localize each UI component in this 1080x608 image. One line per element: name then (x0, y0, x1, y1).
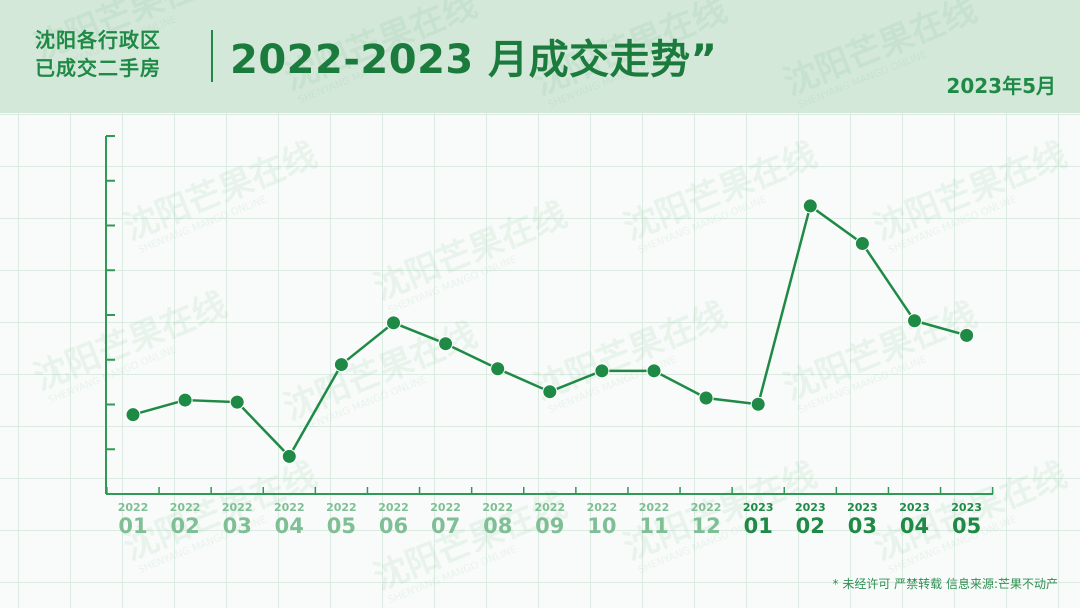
x-tick-label-year: 2023 (847, 501, 878, 514)
data-point (490, 361, 506, 377)
header-band (0, 0, 1080, 113)
x-tick-label-month: 04 (900, 514, 929, 538)
x-tick-label-year: 2022 (534, 501, 565, 514)
subtitle-block: 沈阳各行政区 已成交二手房 (35, 26, 205, 82)
x-tick-label-month: 05 (327, 514, 356, 538)
x-tick-label-month: 12 (691, 514, 720, 538)
x-tick-label-year: 2022 (482, 501, 513, 514)
data-point (594, 363, 610, 379)
data-point (907, 313, 922, 329)
x-tick-label-month: 08 (483, 514, 512, 538)
page-title: 2022-2023 月成交走势” (230, 37, 718, 83)
data-point (854, 236, 870, 251)
x-axis-labels: 2022012022022022032022042022052022062022… (118, 501, 982, 538)
watermark-text: 沈阳芒果在线 (778, 0, 982, 103)
x-tick-label-month: 01 (118, 514, 147, 538)
x-tick-label-year: 2022 (587, 501, 618, 514)
x-tick-label-month: 05 (952, 514, 981, 538)
x-tick-label-month: 10 (587, 514, 616, 538)
watermark-text: 沈阳芒果在线 (28, 285, 232, 399)
x-tick-label-month: 07 (431, 514, 460, 538)
data-point (542, 384, 558, 400)
x-tick-label-year: 2022 (378, 501, 409, 514)
data-point (229, 394, 245, 410)
x-tick-label-month: 03 (223, 514, 252, 538)
data-point (959, 327, 975, 343)
x-tick-label-year: 2022 (430, 501, 461, 514)
watermark-text: 沈阳芒果在线 (778, 295, 982, 409)
x-tick-label-year: 2023 (795, 501, 826, 514)
x-tick-label-month: 09 (535, 514, 564, 538)
x-tick-label-year: 2022 (326, 501, 357, 514)
x-tick-label-month: 03 (848, 514, 877, 538)
watermark-text: 沈阳芒果在线 (618, 135, 822, 249)
data-point (281, 448, 297, 464)
date-label: 2023年5月 (946, 74, 1056, 98)
x-tick-label-month: 06 (379, 514, 408, 538)
series-line (132, 204, 967, 458)
data-point (698, 390, 714, 406)
watermark-text: 沈阳芒果在线 (528, 295, 732, 409)
x-tick-label-year: 2022 (691, 501, 722, 514)
x-tick-label-month: 02 (170, 514, 199, 538)
data-point (802, 198, 818, 214)
x-tick-label-month: 04 (275, 514, 304, 538)
x-tick-label-year: 2022 (170, 501, 201, 514)
data-point (177, 392, 193, 408)
x-tick-label-year: 2023 (951, 501, 982, 514)
x-tick-label-year: 2022 (222, 501, 253, 514)
x-tick-label-year: 2022 (274, 501, 305, 514)
x-tick-label-year: 2023 (743, 501, 774, 514)
data-point (125, 407, 141, 423)
subtitle-line-1: 沈阳各行政区 (35, 28, 161, 52)
data-point (386, 315, 401, 331)
watermark-text: 沈阳芒果在线 (118, 135, 322, 249)
x-tick-label-year: 2023 (899, 501, 930, 514)
watermark-text: 沈阳芒果在线 (368, 195, 572, 309)
chart-axes (105, 135, 994, 495)
x-tick-label-month: 01 (744, 514, 773, 538)
x-tick-label-month: 02 (796, 514, 825, 538)
data-point (438, 336, 454, 352)
watermark-text: 沈阳芒果在线 (868, 135, 1072, 249)
data-point (750, 396, 766, 412)
series-layer (125, 198, 975, 464)
footnote: * 未经许可 严禁转载 信息来源:芒果不动产 (832, 577, 1059, 591)
data-point (333, 357, 349, 373)
watermark-text: 沈阳芒果在线 (528, 0, 732, 103)
subtitle-line-2: 已成交二手房 (35, 56, 161, 80)
watermark-text: 沈阳芒果在线 (278, 0, 482, 98)
x-tick-label-month: 11 (639, 514, 668, 538)
data-point (646, 363, 662, 379)
x-tick-label-year: 2022 (118, 501, 149, 514)
x-tick-label-year: 2022 (639, 501, 670, 514)
title-divider (211, 30, 213, 82)
